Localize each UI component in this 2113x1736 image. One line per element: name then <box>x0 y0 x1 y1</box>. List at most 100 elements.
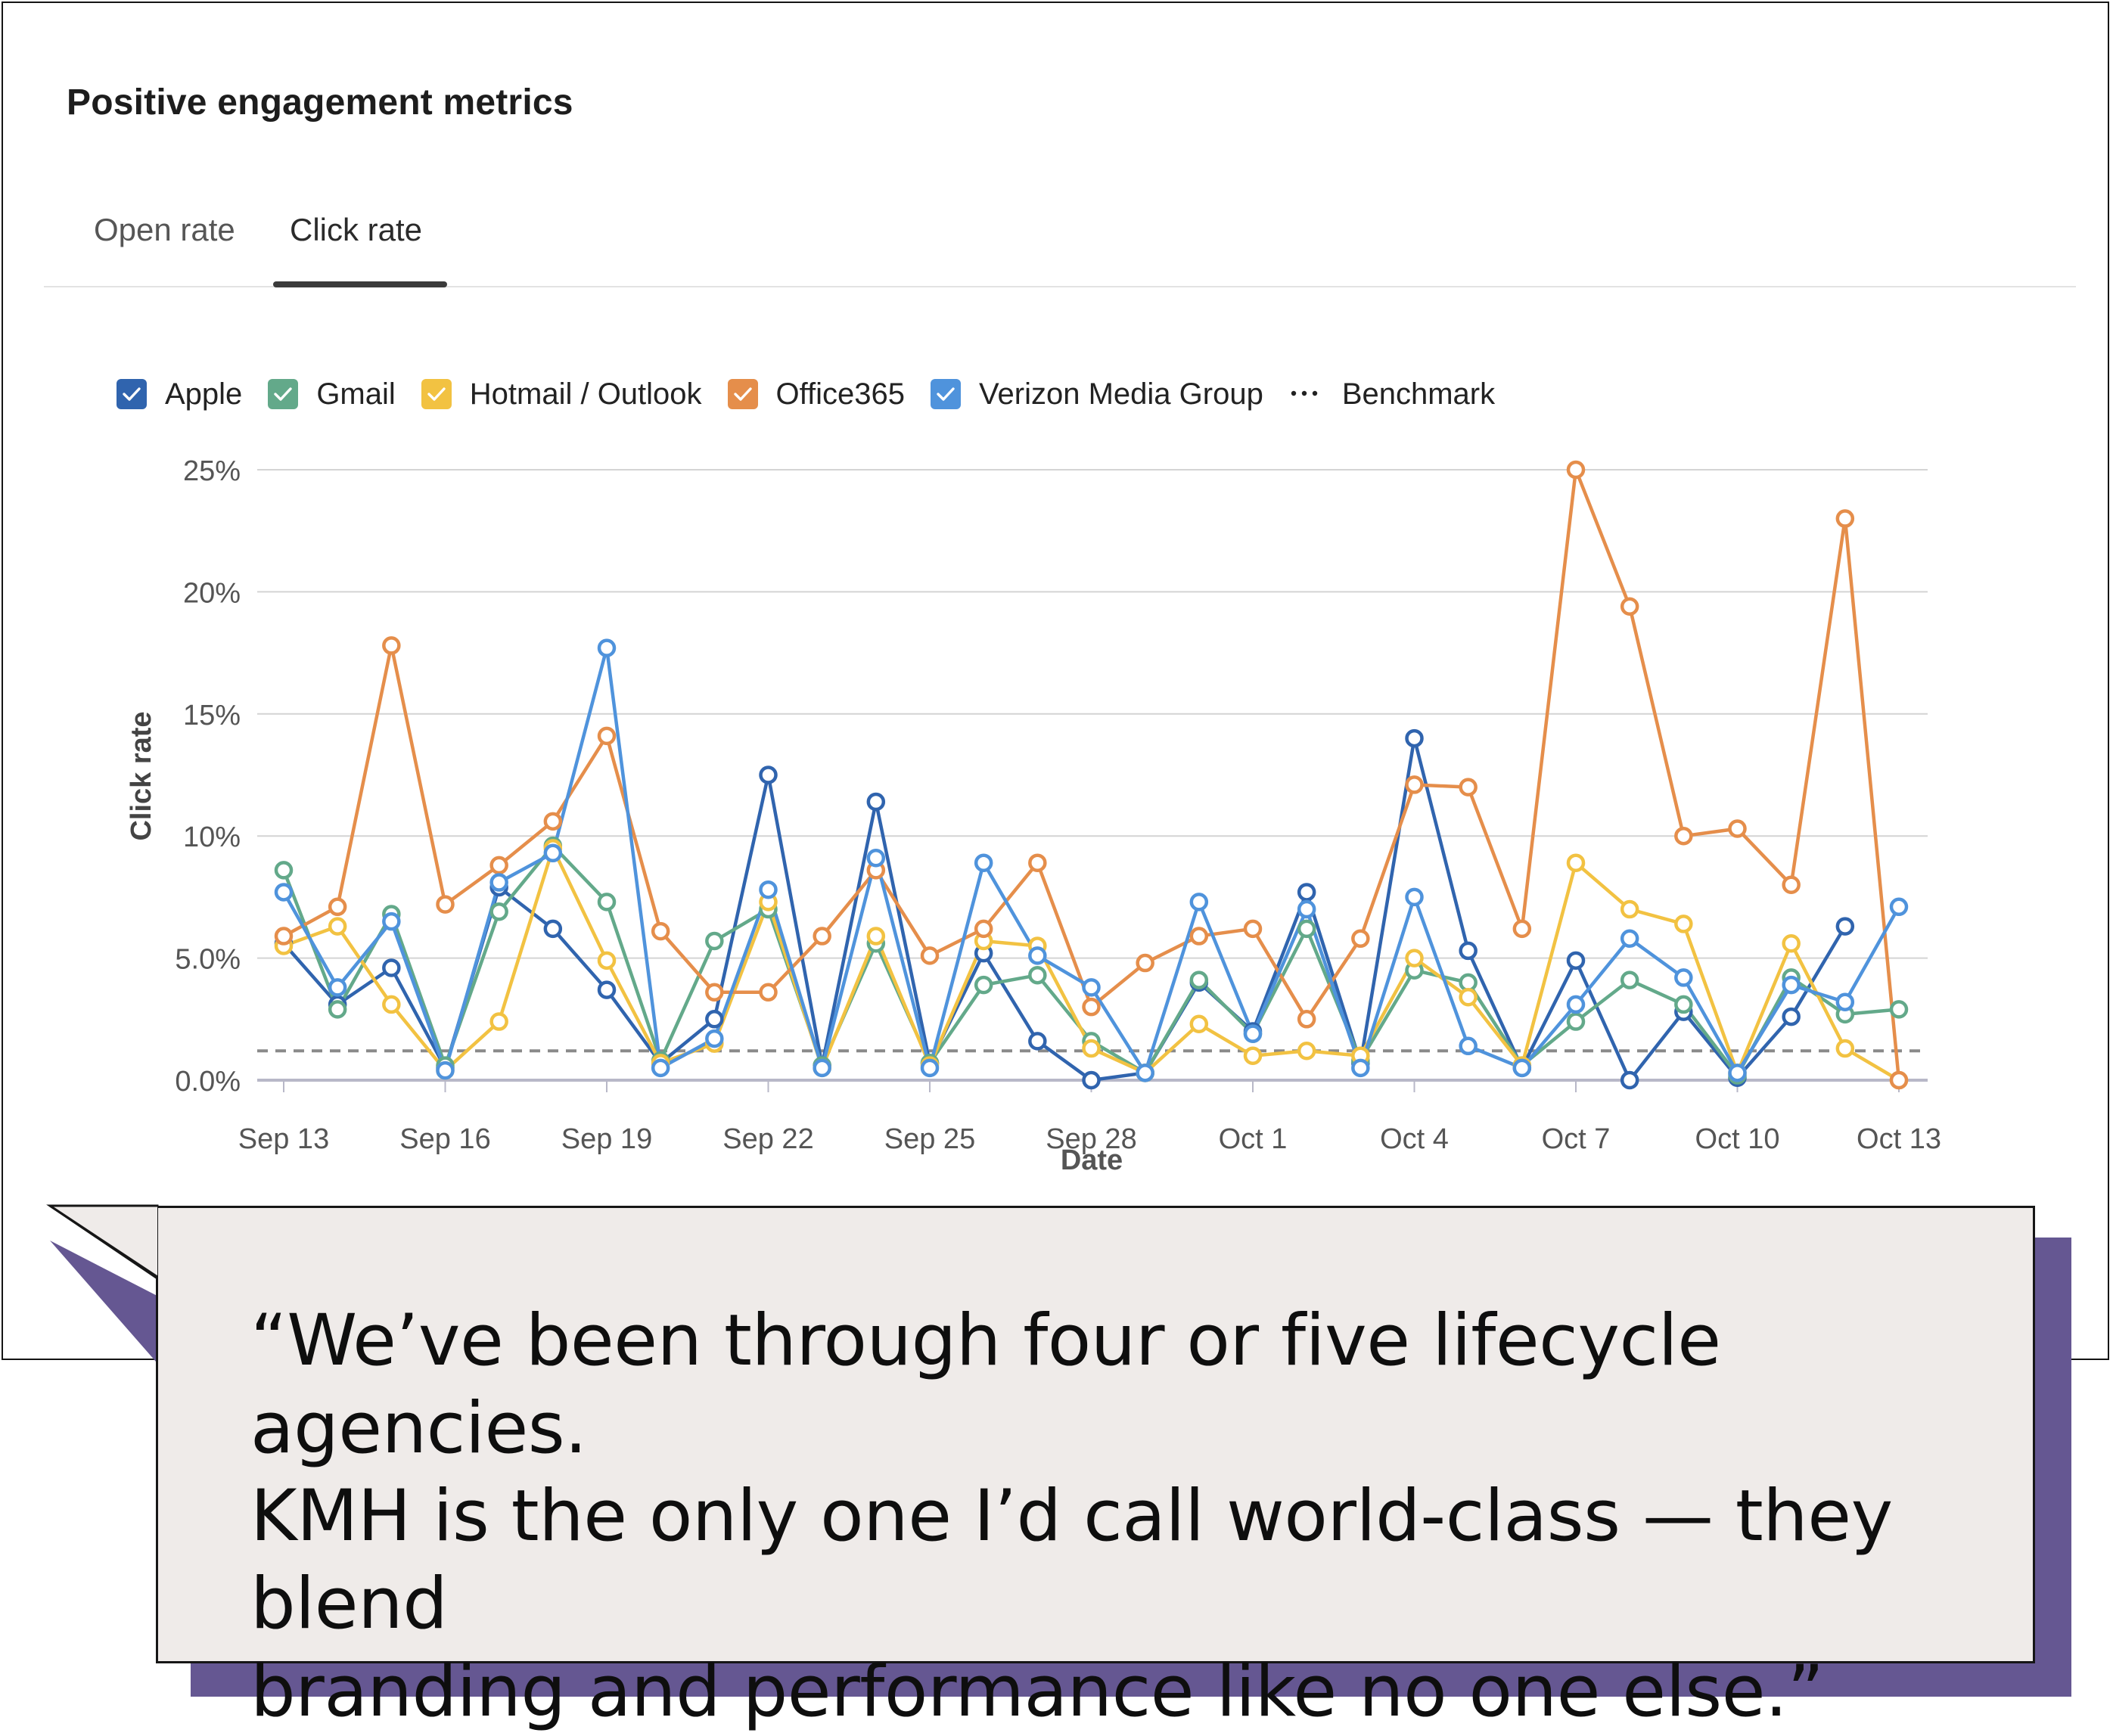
data-point <box>1835 992 1855 1011</box>
x-tick-label: Oct 1 <box>1219 1123 1288 1155</box>
data-point <box>1620 899 1639 919</box>
data-point <box>1082 978 1101 997</box>
data-point <box>1189 1014 1209 1034</box>
legend-item-benchmark[interactable]: Benchmark <box>1289 377 1495 411</box>
data-point <box>1297 919 1316 939</box>
data-point <box>274 883 294 902</box>
data-point <box>489 873 508 892</box>
checkbox-checked-icon[interactable] <box>727 379 758 409</box>
legend-label: Verizon Media Group <box>979 377 1263 411</box>
data-point <box>1566 460 1586 480</box>
legend-item-hotmail-outlook[interactable]: Hotmail / Outlook <box>421 377 702 411</box>
data-point <box>1782 875 1801 895</box>
data-point <box>1566 1012 1586 1031</box>
x-tick-label: Oct 7 <box>1542 1123 1611 1155</box>
quote-tail-cover <box>49 1204 158 1278</box>
data-point <box>1297 883 1316 902</box>
data-point <box>1082 1039 1101 1058</box>
data-point <box>1620 929 1639 949</box>
data-point <box>974 853 993 872</box>
data-point <box>1889 1000 1909 1019</box>
data-point <box>1782 933 1801 953</box>
data-point <box>1028 946 1047 965</box>
data-point <box>1674 995 1693 1014</box>
data-point <box>1297 1042 1316 1061</box>
data-point <box>274 861 294 880</box>
legend-label: Benchmark <box>1341 377 1496 411</box>
dotted-line-icon <box>1289 387 1319 401</box>
tab-open-rate[interactable]: Open rate <box>94 212 235 247</box>
data-point <box>1674 915 1693 933</box>
data-point <box>1297 899 1316 919</box>
checkbox-checked-icon[interactable] <box>268 379 299 409</box>
checkbox-checked-icon[interactable] <box>931 379 962 409</box>
data-point <box>328 917 347 936</box>
data-point <box>813 1058 831 1078</box>
legend-item-verizon-media-group[interactable]: Verizon Media Group <box>931 377 1263 411</box>
tab-click-rate[interactable]: Click rate <box>290 212 423 247</box>
data-point <box>597 893 617 911</box>
testimonial-quote-box: “We’ve been through four or five lifecyc… <box>156 1206 2035 1733</box>
data-point <box>1620 597 1639 616</box>
legend-item-gmail[interactable]: Gmail <box>268 377 396 411</box>
data-point <box>1082 1070 1101 1090</box>
x-tick-label: Oct 4 <box>1380 1123 1449 1155</box>
data-point <box>1566 995 1586 1014</box>
data-point <box>813 927 831 946</box>
data-point <box>1674 968 1693 987</box>
tab-bar: Open rate Click rate <box>44 192 2076 289</box>
x-axis-label: Date <box>1061 1144 1123 1176</box>
data-point <box>328 897 347 917</box>
data-point <box>1459 941 1478 961</box>
y-tick-label: 10% <box>183 821 241 853</box>
x-tick-label: Sep 22 <box>722 1123 813 1155</box>
active-tab-indicator <box>273 281 447 287</box>
data-point <box>436 895 455 914</box>
legend-item-office365[interactable]: Office365 <box>727 377 905 411</box>
checkbox-checked-icon[interactable] <box>421 379 452 409</box>
data-point <box>1243 919 1263 939</box>
data-point <box>1459 987 1478 1007</box>
data-point <box>866 849 886 868</box>
data-point <box>759 983 778 1002</box>
data-point <box>1782 1007 1801 1026</box>
data-point <box>920 1058 940 1078</box>
x-tick-label: Oct 10 <box>1695 1123 1780 1155</box>
data-point <box>543 843 563 863</box>
data-point <box>651 921 670 941</box>
data-point <box>1243 1046 1263 1065</box>
data-point <box>328 978 347 997</box>
data-point <box>597 951 617 970</box>
data-point <box>1028 853 1047 872</box>
data-point <box>1512 919 1532 939</box>
quote-line: “We’ve been through four or five lifecyc… <box>250 1300 1721 1470</box>
data-point <box>1674 826 1693 846</box>
data-point <box>1189 970 1209 989</box>
data-point <box>705 1010 724 1029</box>
data-point <box>1835 917 1855 936</box>
data-point <box>974 975 993 995</box>
data-point <box>382 911 401 931</box>
data-point <box>705 931 724 951</box>
checkbox-checked-icon[interactable] <box>117 379 147 409</box>
data-point <box>1405 775 1424 794</box>
tab-divider <box>44 286 2076 287</box>
data-point <box>1189 927 1209 946</box>
data-point <box>705 1029 724 1048</box>
data-point <box>1189 893 1209 911</box>
data-point <box>597 638 617 657</box>
data-point <box>1297 1010 1316 1029</box>
data-point <box>1028 1032 1047 1051</box>
data-point <box>866 927 886 946</box>
legend-item-apple[interactable]: Apple <box>117 377 242 411</box>
x-tick-label: Sep 19 <box>561 1123 652 1155</box>
y-tick-label: 5.0% <box>175 944 241 976</box>
data-point <box>1566 951 1586 970</box>
data-point <box>328 1000 347 1019</box>
data-point <box>1082 997 1101 1017</box>
data-point <box>1728 1064 1747 1082</box>
data-point <box>382 995 401 1014</box>
data-point <box>436 1061 455 1080</box>
data-point <box>1136 953 1154 973</box>
data-point <box>1459 778 1478 797</box>
